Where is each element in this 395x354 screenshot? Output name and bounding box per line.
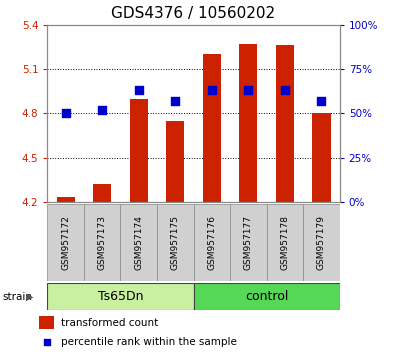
Point <box>62 110 69 116</box>
Bar <box>39 316 54 329</box>
FancyBboxPatch shape <box>84 204 120 281</box>
Text: control: control <box>245 290 288 303</box>
Bar <box>56 197 75 202</box>
Bar <box>312 113 331 202</box>
Bar <box>276 45 294 202</box>
Point <box>209 87 215 93</box>
Point <box>245 87 252 93</box>
Text: GSM957179: GSM957179 <box>317 215 326 270</box>
Text: GSM957176: GSM957176 <box>207 215 216 270</box>
Bar <box>130 98 148 202</box>
Text: GSM957172: GSM957172 <box>61 215 70 270</box>
Bar <box>203 54 221 202</box>
Point <box>282 87 288 93</box>
FancyBboxPatch shape <box>47 204 84 281</box>
FancyBboxPatch shape <box>194 283 340 310</box>
Point <box>43 339 50 345</box>
Bar <box>93 184 111 202</box>
Text: GSM957177: GSM957177 <box>244 215 253 270</box>
FancyBboxPatch shape <box>230 204 267 281</box>
Text: Ts65Dn: Ts65Dn <box>98 290 143 303</box>
Point <box>99 107 105 113</box>
Text: transformed count: transformed count <box>61 318 158 327</box>
FancyBboxPatch shape <box>194 204 230 281</box>
Bar <box>166 121 184 202</box>
Text: GSM957174: GSM957174 <box>134 215 143 270</box>
FancyBboxPatch shape <box>47 283 194 310</box>
Text: GSM957175: GSM957175 <box>171 215 180 270</box>
FancyBboxPatch shape <box>157 204 194 281</box>
Point <box>318 98 325 104</box>
Title: GDS4376 / 10560202: GDS4376 / 10560202 <box>111 6 276 21</box>
Text: strain: strain <box>2 292 32 302</box>
Point <box>172 98 179 104</box>
FancyBboxPatch shape <box>120 204 157 281</box>
Text: ▶: ▶ <box>26 292 33 302</box>
Text: GSM957178: GSM957178 <box>280 215 290 270</box>
FancyBboxPatch shape <box>303 204 340 281</box>
Point <box>135 87 142 93</box>
Text: percentile rank within the sample: percentile rank within the sample <box>61 337 237 347</box>
Bar <box>239 44 258 202</box>
FancyBboxPatch shape <box>267 204 303 281</box>
Text: GSM957173: GSM957173 <box>98 215 107 270</box>
